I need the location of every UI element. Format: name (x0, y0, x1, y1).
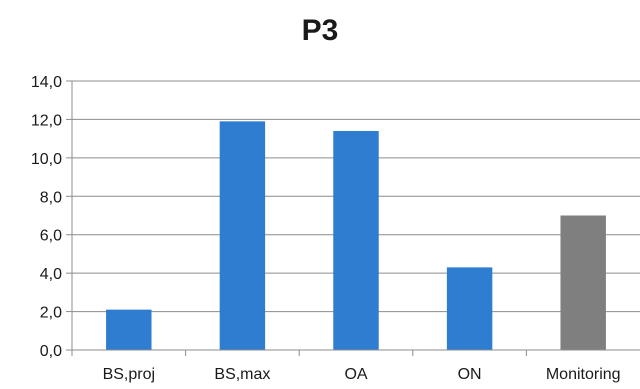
y-tick-label: 8,0 (40, 189, 62, 206)
bars (106, 121, 606, 350)
y-tick-label: 0,0 (40, 343, 62, 360)
x-tick-label: OA (344, 366, 367, 383)
x-axis-ticks: BS,proj BS,max OA ON Monitoring (71, 350, 621, 383)
y-axis-ticks: 0,0 2,0 4,0 6,0 8,0 10,0 12,0 14,0 (31, 74, 72, 360)
x-tick-label: BS,proj (103, 366, 155, 383)
y-tick-label: 2,0 (40, 305, 62, 322)
bar-bs-proj (106, 309, 152, 350)
bar-on (446, 267, 493, 350)
bar-bs-max (219, 121, 266, 350)
y-tick-label: 6,0 (40, 228, 62, 245)
axes (71, 81, 640, 351)
bar-monitoring (560, 215, 606, 350)
bar-oa (333, 130, 379, 350)
y-tick-label: 12,0 (31, 112, 62, 129)
x-tick-label: Monitoring (546, 366, 621, 383)
y-tick-label: 4,0 (40, 266, 62, 283)
chart-title: P3 (301, 14, 339, 47)
x-tick-label: ON (458, 366, 482, 383)
y-tick-label: 14,0 (31, 74, 62, 91)
y-tick-label: 10,0 (31, 151, 62, 168)
x-tick-label: BS,max (214, 366, 270, 383)
